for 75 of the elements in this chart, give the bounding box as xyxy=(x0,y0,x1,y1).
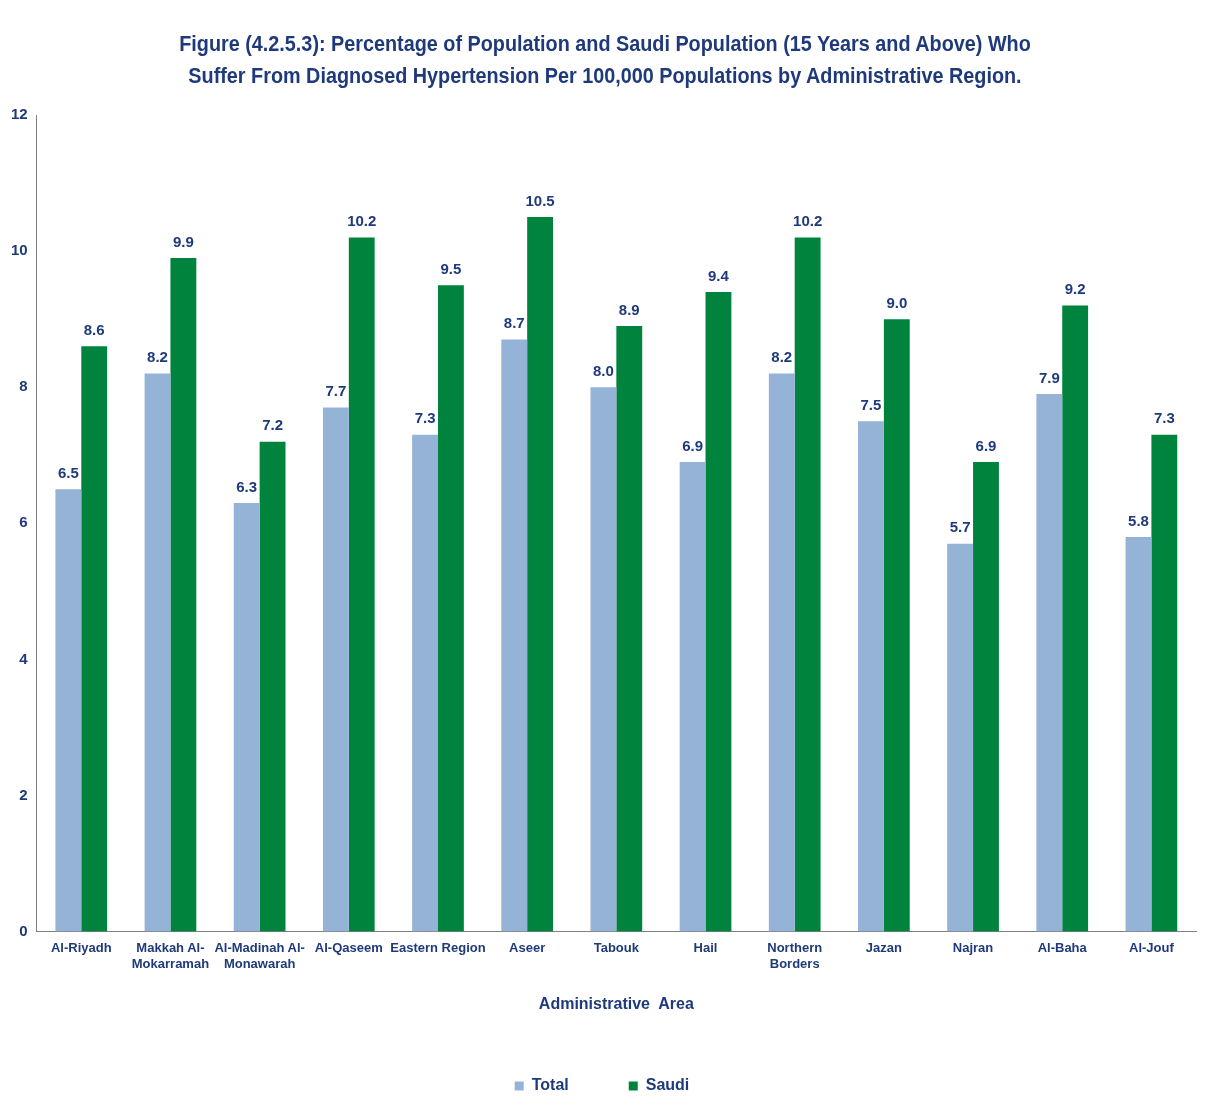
bar xyxy=(768,373,795,932)
x-tick-label: Hail xyxy=(693,939,718,955)
x-tick-label: Al-Jouf xyxy=(1129,939,1175,955)
x-tick-label: Makkah Al-Mokarramah xyxy=(131,939,210,971)
y-tick-label: 10 xyxy=(11,241,28,259)
data-label: 6.9 xyxy=(975,436,997,454)
data-label: 6.9 xyxy=(682,436,704,454)
bar xyxy=(883,319,910,932)
data-label: 9.0 xyxy=(886,293,908,311)
bar xyxy=(616,325,643,932)
bar xyxy=(858,421,884,932)
data-label: 8.2 xyxy=(147,348,168,366)
data-label: 7.9 xyxy=(1038,368,1060,386)
x-axis-title: Administrative Area xyxy=(538,994,694,1012)
data-label: 6.5 xyxy=(57,463,79,481)
bar xyxy=(348,237,375,932)
bar xyxy=(501,339,528,932)
bar xyxy=(705,291,732,932)
data-label: 9.5 xyxy=(440,259,462,277)
bar xyxy=(259,441,286,932)
bar xyxy=(144,373,171,932)
bar xyxy=(947,543,974,932)
data-label: 9.4 xyxy=(708,266,730,284)
x-tick-label: Jazan xyxy=(865,939,902,955)
bar xyxy=(527,217,554,932)
bar xyxy=(170,257,197,932)
x-tick-label: Al-Baha xyxy=(1037,939,1088,955)
data-label: 7.5 xyxy=(860,395,882,413)
y-tick-label: 6 xyxy=(19,513,28,531)
bar xyxy=(679,462,706,932)
data-label: 8.7 xyxy=(503,314,525,332)
bar xyxy=(412,434,438,932)
bar xyxy=(437,285,464,932)
legend-label: Saudi xyxy=(645,1076,690,1094)
bar xyxy=(794,237,821,932)
bar xyxy=(233,502,260,932)
x-tick-label: Eastern Region xyxy=(390,939,486,955)
bar xyxy=(590,387,617,932)
bar xyxy=(1125,536,1152,932)
y-tick-label: 4 xyxy=(19,649,29,667)
x-tick-label: Najran xyxy=(952,939,994,955)
y-tick-label: 2 xyxy=(19,785,28,803)
bar xyxy=(973,462,999,932)
bar xyxy=(1151,434,1178,932)
data-label: 10.5 xyxy=(525,191,555,209)
data-label: 9.2 xyxy=(1064,280,1086,298)
y-tick-label: 12 xyxy=(11,105,28,123)
x-tick-label: Al-Riyadh xyxy=(50,939,112,955)
bar xyxy=(81,346,108,932)
data-label: 8.0 xyxy=(592,361,614,379)
data-label: 6.3 xyxy=(236,477,258,495)
x-tick-label: Northern Borders xyxy=(767,939,823,971)
x-tick-label: Al-Qaseem xyxy=(314,939,383,955)
bar xyxy=(322,407,349,932)
data-label: 10.2 xyxy=(793,212,823,230)
bar xyxy=(55,489,82,932)
x-tick-label: Tabouk xyxy=(593,939,640,955)
data-label: 5.7 xyxy=(949,518,971,536)
data-label: 8.2 xyxy=(771,348,793,366)
data-label: 10.2 xyxy=(347,212,377,230)
data-label: 7.2 xyxy=(262,416,283,434)
bar xyxy=(1036,394,1063,932)
chart-title: Figure (4.2.5.3): Percentage of Population and Saudi Population (15 Years and Above) Who Suffer From Diagnosed Hypertension Per 100,000 Populations by Administrative Region. xyxy=(178,30,1032,90)
x-tick-label: Aseer xyxy=(509,939,546,955)
data-label: 7.7 xyxy=(325,382,347,400)
data-label: 7.3 xyxy=(1153,409,1175,427)
data-label: 9.9 xyxy=(172,232,194,250)
y-tick-label: 0 xyxy=(19,921,28,939)
data-label: 7.3 xyxy=(414,409,436,427)
data-label: 8.9 xyxy=(618,300,640,318)
data-label: 5.8 xyxy=(1128,511,1149,529)
legend-label: Total xyxy=(531,1076,569,1094)
x-tick-label: Al-Madinah Al-Monawarah xyxy=(214,939,305,971)
y-tick-label: 8 xyxy=(19,377,28,395)
data-label: 8.6 xyxy=(83,321,105,339)
